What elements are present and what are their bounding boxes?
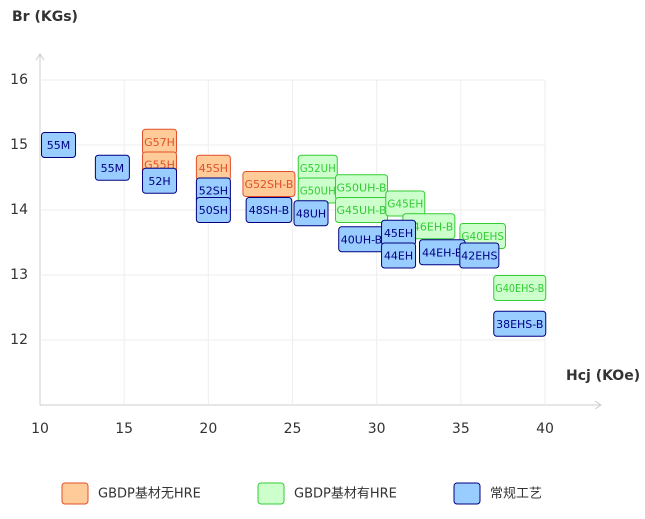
box-label: 52H: [148, 175, 170, 188]
box-label: G46EH-B: [404, 220, 453, 233]
label-box: [94, 154, 130, 181]
box-label: G50UH: [300, 185, 336, 198]
box-label: 42EHS: [461, 250, 497, 263]
label-box: [245, 197, 293, 223]
label-box: [381, 242, 417, 269]
y-tick-label: 15: [10, 137, 28, 153]
x-arrow: [594, 400, 602, 410]
box-label: 44EH: [384, 250, 413, 263]
x-tick-label: 10: [31, 421, 49, 437]
box-label: 45EH: [384, 227, 413, 240]
y-axis-title: Br (KGs): [12, 9, 78, 25]
box-label: G40EHS-B: [495, 282, 544, 295]
box-label: G40EHS: [461, 230, 504, 243]
label-box: [195, 197, 231, 223]
box-label: 38EHS-B: [496, 318, 543, 331]
box-label: 48UH: [296, 207, 326, 220]
box-label: 48SH-B: [249, 204, 289, 217]
legend-swatch: [257, 482, 285, 505]
x-tick-label: 40: [536, 421, 554, 437]
box-label: 52SH: [199, 185, 228, 198]
label-box: [41, 132, 77, 158]
y-tick-label: 13: [10, 267, 28, 283]
box-label: 55M: [47, 139, 71, 152]
label-box: [493, 310, 547, 337]
x-tick-label: 15: [115, 421, 133, 437]
box-label: 55M: [101, 162, 125, 175]
box-label: G52UH: [300, 162, 336, 175]
label-box: [459, 242, 500, 269]
y-tick-label: 12: [10, 332, 28, 348]
x-tick-label: 35: [452, 421, 470, 437]
box-label: 40UH-B: [341, 233, 382, 246]
box-label: 50SH: [199, 204, 228, 217]
box-label: 45SH: [199, 162, 228, 175]
label-box: [142, 167, 178, 194]
x-axis-title: Hcj (KOe): [566, 368, 640, 384]
box-label: G52SH-B: [244, 178, 293, 191]
label-box: [493, 275, 547, 301]
label-box: [293, 200, 329, 227]
y-tick-label: 14: [10, 202, 28, 218]
y-arrow: [35, 53, 45, 61]
box-label: G45UH-B: [337, 204, 387, 217]
box-label: G45EH: [387, 198, 423, 211]
x-tick-label: 30: [368, 421, 386, 437]
legend-label: 常规工艺: [490, 487, 542, 502]
box-label: G57H: [144, 136, 175, 149]
legend-swatch: [61, 482, 89, 505]
legend-label: GBDP基材有HRE: [294, 487, 397, 502]
x-tick-label: 20: [199, 421, 217, 437]
legend-swatch: [453, 482, 481, 505]
label-box: [242, 171, 296, 197]
legend-label: GBDP基材无HRE: [98, 487, 201, 502]
box-label: 44EH-B: [422, 246, 462, 259]
box-label: G50UH-B: [337, 181, 387, 194]
y-tick-label: 16: [10, 72, 28, 88]
x-tick-label: 25: [284, 421, 302, 437]
